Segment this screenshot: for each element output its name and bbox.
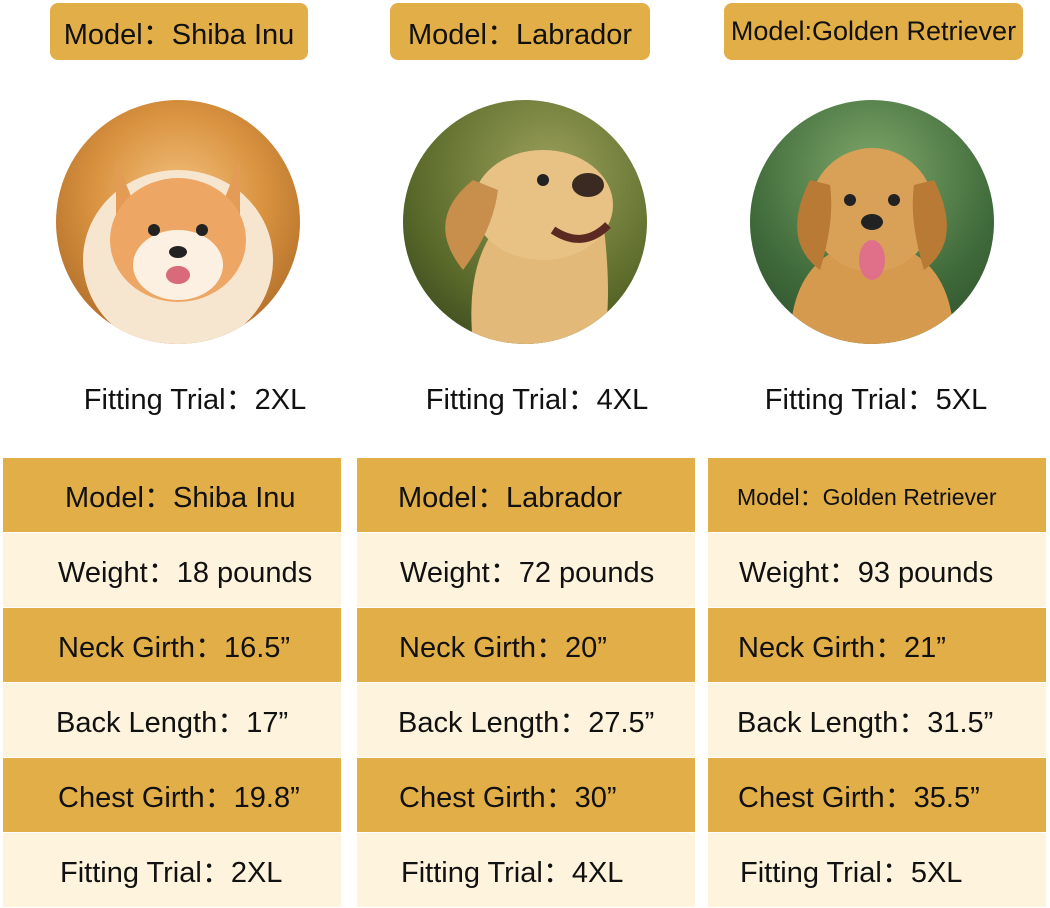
- cell: Weight：93 pounds: [739, 557, 994, 589]
- labrador-photo: [403, 100, 647, 344]
- cell: Back Length：27.5”: [398, 707, 655, 739]
- table-row: Fitting Trial：2XL: [3, 833, 341, 907]
- table-row: Model：Golden Retriever: [708, 458, 1046, 532]
- badge-label: Model：Shiba Inu: [63, 18, 295, 51]
- cell: Neck Girth：21”: [738, 632, 946, 664]
- cell: Weight：72 pounds: [400, 557, 655, 589]
- table-row: Chest Girth：35.5”: [708, 758, 1046, 832]
- spec-table-labrador: Model：Labrador Weight：72 pounds Neck Gir…: [357, 458, 695, 908]
- cell: Model：Labrador: [398, 482, 623, 514]
- cell: Model：Golden Retriever: [737, 484, 997, 510]
- table-row: Back Length：31.5”: [708, 683, 1046, 757]
- table-row: Neck Girth：16.5”: [3, 608, 341, 682]
- cell: Model：Shiba Inu: [65, 482, 296, 514]
- table-row: Weight：72 pounds: [357, 533, 695, 607]
- fitting-trial-golden: Fitting Trial：5XL: [764, 384, 988, 416]
- cell: Fitting Trial：4XL: [401, 857, 624, 889]
- cell: Neck Girth：16.5”: [58, 632, 291, 664]
- table-row: Back Length：17”: [3, 683, 341, 757]
- shiba-inu-photo: [56, 100, 300, 344]
- table-row: Weight：93 pounds: [708, 533, 1046, 607]
- model-badge-shiba: Model：Shiba Inu: [50, 3, 308, 60]
- table-row: Neck Girth：20”: [357, 608, 695, 682]
- model-badge-labrador: Model：Labrador: [390, 3, 650, 60]
- table-row: Model：Shiba Inu: [3, 458, 341, 532]
- fitting-trial-labrador: Fitting Trial：4XL: [425, 384, 649, 416]
- badge-label: Model:Golden Retriever: [730, 16, 1017, 46]
- cell: Back Length：17”: [56, 707, 289, 739]
- cell: Fitting Trial：2XL: [60, 857, 283, 889]
- cell: Weight：18 pounds: [58, 557, 313, 589]
- table-row: Back Length：27.5”: [357, 683, 695, 757]
- cell: Back Length：31.5”: [737, 707, 994, 739]
- cell: Chest Girth：35.5”: [738, 782, 980, 814]
- table-row: Fitting Trial：4XL: [357, 833, 695, 907]
- table-row: Model：Labrador: [357, 458, 695, 532]
- model-badge-golden: Model:Golden Retriever: [724, 3, 1023, 60]
- table-row: Weight：18 pounds: [3, 533, 341, 607]
- table-row: Fitting Trial：5XL: [708, 833, 1046, 907]
- spec-table-golden: Model：Golden Retriever Weight：93 pounds …: [708, 458, 1046, 908]
- table-row: Chest Girth：19.8”: [3, 758, 341, 832]
- table-row: Neck Girth：21”: [708, 608, 1046, 682]
- table-row: Chest Girth：30”: [357, 758, 695, 832]
- spec-table-shiba: Model：Shiba Inu Weight：18 pounds Neck Gi…: [3, 458, 341, 908]
- cell: Neck Girth：20”: [399, 632, 607, 664]
- badge-label: Model：Labrador: [407, 18, 633, 51]
- cell: Fitting Trial：5XL: [740, 857, 963, 889]
- golden-retriever-photo: [750, 100, 994, 344]
- cell: Chest Girth：30”: [399, 782, 617, 814]
- cell: Chest Girth：19.8”: [58, 782, 300, 814]
- fitting-trial-shiba: Fitting Trial：2XL: [83, 384, 307, 416]
